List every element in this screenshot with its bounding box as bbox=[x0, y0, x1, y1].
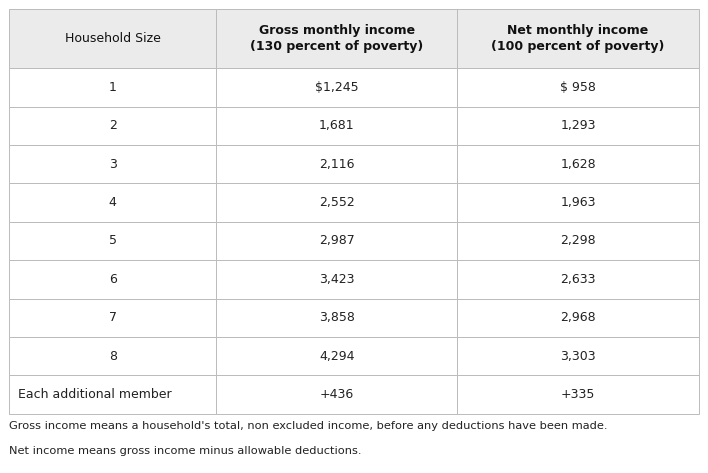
Text: 2,633: 2,633 bbox=[560, 273, 596, 286]
Text: 1,293: 1,293 bbox=[560, 119, 596, 132]
Bar bbox=[457, 106, 699, 145]
Text: 2,116: 2,116 bbox=[319, 158, 355, 171]
Text: 2,298: 2,298 bbox=[560, 235, 596, 247]
Text: 3,858: 3,858 bbox=[319, 311, 355, 324]
Bar bbox=[9, 106, 216, 145]
Text: 5: 5 bbox=[108, 235, 117, 247]
Text: 6: 6 bbox=[109, 273, 117, 286]
Bar bbox=[9, 260, 216, 298]
Bar bbox=[457, 68, 699, 106]
Text: Each additional member: Each additional member bbox=[18, 388, 171, 401]
Bar bbox=[9, 298, 216, 337]
Text: 2,552: 2,552 bbox=[319, 196, 355, 209]
Bar bbox=[457, 376, 699, 414]
Bar bbox=[216, 9, 457, 68]
Bar bbox=[216, 222, 457, 260]
Bar bbox=[9, 145, 216, 184]
Text: 1: 1 bbox=[109, 81, 117, 94]
Text: 4,294: 4,294 bbox=[319, 350, 355, 363]
Text: +436: +436 bbox=[319, 388, 354, 401]
Bar bbox=[457, 337, 699, 376]
Bar bbox=[9, 376, 216, 414]
Bar bbox=[216, 184, 457, 222]
Text: $ 958: $ 958 bbox=[560, 81, 596, 94]
Bar bbox=[9, 222, 216, 260]
Bar bbox=[216, 106, 457, 145]
Text: 1,628: 1,628 bbox=[560, 158, 596, 171]
Bar bbox=[216, 68, 457, 106]
Text: 1,681: 1,681 bbox=[319, 119, 355, 132]
Text: Net monthly income
(100 percent of poverty): Net monthly income (100 percent of pover… bbox=[491, 24, 665, 53]
Text: 2: 2 bbox=[109, 119, 117, 132]
Text: Gross monthly income
(130 percent of poverty): Gross monthly income (130 percent of pov… bbox=[250, 24, 423, 53]
Text: Household Size: Household Size bbox=[64, 32, 161, 45]
Bar bbox=[457, 222, 699, 260]
Bar bbox=[457, 9, 699, 68]
Bar bbox=[457, 260, 699, 298]
Bar bbox=[457, 298, 699, 337]
Text: +335: +335 bbox=[561, 388, 595, 401]
Text: Gross income means a household's total, non excluded income, before any deductio: Gross income means a household's total, … bbox=[9, 421, 607, 431]
Text: 4: 4 bbox=[109, 196, 117, 209]
Bar bbox=[457, 184, 699, 222]
Bar bbox=[216, 337, 457, 376]
Bar bbox=[9, 68, 216, 106]
Text: 3,423: 3,423 bbox=[319, 273, 355, 286]
Text: 1,963: 1,963 bbox=[560, 196, 596, 209]
Bar bbox=[216, 145, 457, 184]
Text: Net income means gross income minus allowable deductions.: Net income means gross income minus allo… bbox=[9, 446, 362, 455]
Bar bbox=[9, 184, 216, 222]
Bar bbox=[9, 9, 216, 68]
Bar bbox=[457, 145, 699, 184]
Bar bbox=[216, 260, 457, 298]
Text: 8: 8 bbox=[108, 350, 117, 363]
Bar bbox=[216, 298, 457, 337]
Text: $1,245: $1,245 bbox=[315, 81, 358, 94]
Text: 7: 7 bbox=[108, 311, 117, 324]
Text: 3: 3 bbox=[109, 158, 117, 171]
Text: 2,968: 2,968 bbox=[560, 311, 596, 324]
Text: 2,987: 2,987 bbox=[319, 235, 355, 247]
Text: 3,303: 3,303 bbox=[560, 350, 596, 363]
Bar bbox=[216, 376, 457, 414]
Bar bbox=[9, 337, 216, 376]
